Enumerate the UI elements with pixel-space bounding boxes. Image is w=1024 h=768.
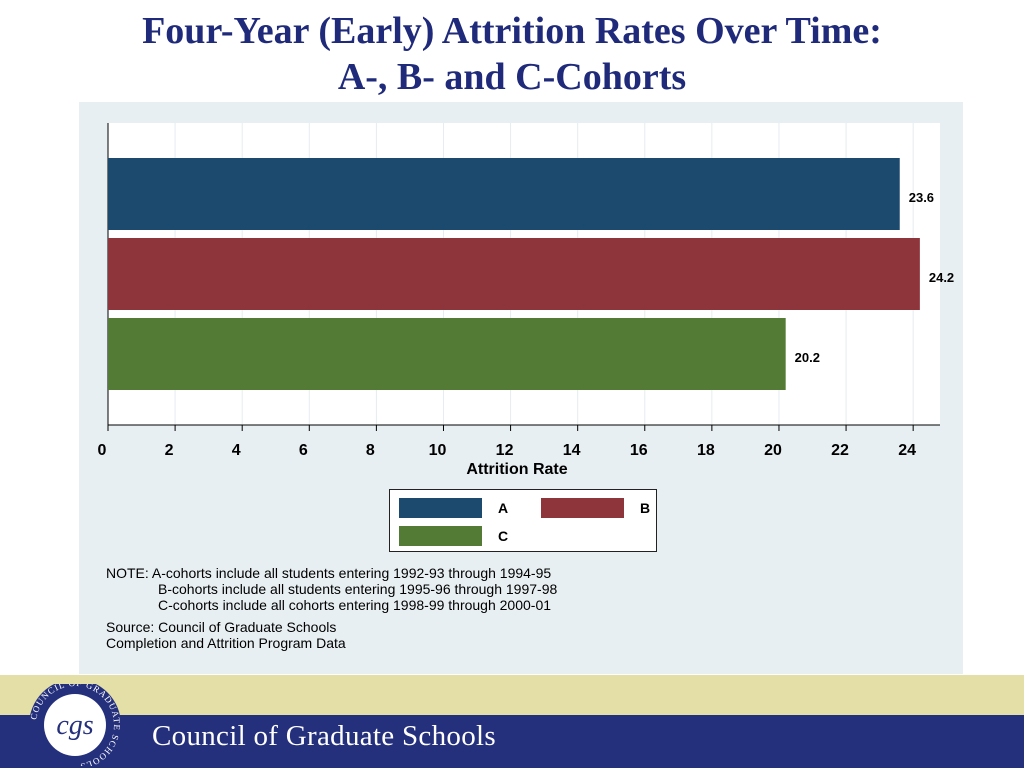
x-tick-label: 10	[429, 442, 447, 459]
source-line-1: Source: Council of Graduate Schools	[106, 619, 337, 635]
x-tick-label: 0	[98, 442, 107, 459]
title-line-1: Four-Year (Early) Attrition Rates Over T…	[142, 10, 882, 52]
svg-text:cgs: cgs	[56, 710, 93, 741]
slide-title: Four-Year (Early) Attrition Rates Over T…	[0, 8, 1024, 100]
legend-item-b: B	[541, 498, 650, 518]
legend-label-c: C	[498, 528, 509, 544]
x-tick-label: 22	[831, 442, 849, 459]
bar-c	[108, 318, 786, 390]
footer-band-bottom	[0, 715, 1024, 768]
note-line-c: C-cohorts include all cohorts entering 1…	[158, 597, 552, 613]
chart-legend: A B C	[389, 489, 657, 552]
legend-label-b: B	[640, 500, 651, 516]
legend-swatch-c	[399, 526, 482, 546]
legend-item-a: A	[399, 498, 508, 518]
source-note: Source: Council of Graduate Schools Comp…	[106, 619, 346, 651]
legend-item-c: C	[399, 526, 508, 546]
title-line-2: A-, B- and C-Cohorts	[337, 56, 687, 98]
data-label-b: 24.2	[929, 270, 954, 285]
x-tick-label: 16	[630, 442, 648, 459]
x-tick-label: 2	[165, 442, 174, 459]
bar-b	[108, 238, 920, 310]
x-tick-label: 14	[563, 442, 581, 459]
legend-swatch-a	[399, 498, 482, 518]
chart-notes: NOTE: A-cohorts include all students ent…	[106, 565, 557, 613]
legend-swatch-b	[541, 498, 624, 518]
x-tick-label: 12	[496, 442, 514, 459]
source-line-2: Completion and Attrition Program Data	[106, 635, 346, 651]
data-label-c: 20.2	[795, 350, 820, 365]
bar-a	[108, 158, 900, 230]
cgs-logo-icon: COUNCIL OF GRADUATE SCHOOLS cgs	[28, 684, 121, 766]
x-tick-label: 6	[299, 442, 308, 459]
x-tick-label: 20	[764, 442, 782, 459]
x-axis-title: Attrition Rate	[466, 461, 567, 478]
x-tick-label: 18	[697, 442, 715, 459]
x-tick-label: 4	[232, 442, 241, 459]
x-tick-label: 8	[366, 442, 375, 459]
footer-band-top	[0, 675, 1024, 715]
legend-label-a: A	[498, 500, 509, 516]
footer-org-name: Council of Graduate Schools	[152, 720, 496, 752]
note-line-a: NOTE: A-cohorts include all students ent…	[106, 565, 552, 581]
x-tick-label: 24	[898, 442, 916, 459]
data-label-a: 23.6	[909, 190, 934, 205]
note-line-b: B-cohorts include all students entering …	[158, 581, 558, 597]
